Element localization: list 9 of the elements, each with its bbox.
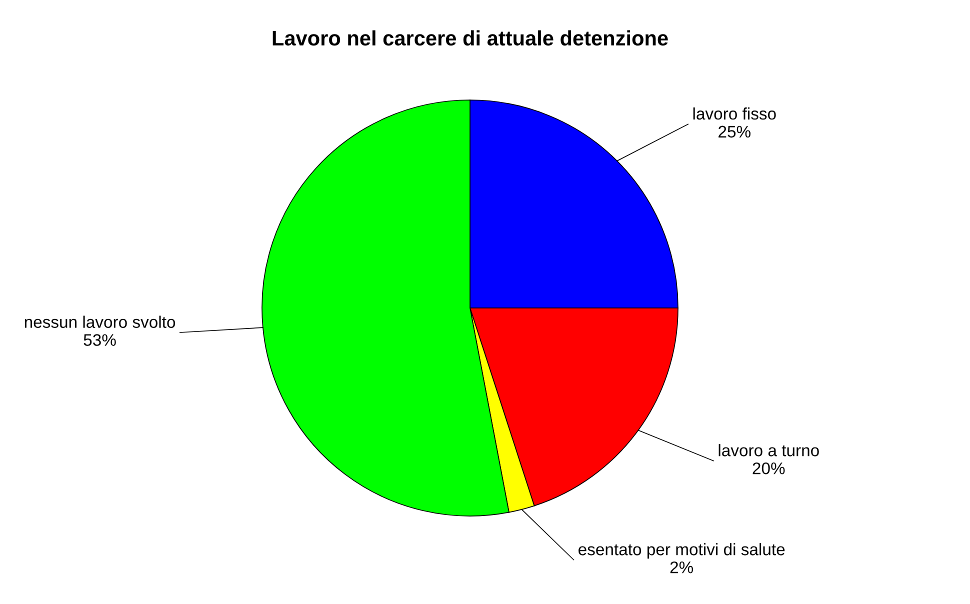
slice-label: esentato per motivi di salute — [578, 543, 785, 559]
slice-label: nessun lavoro svolto — [24, 316, 176, 328]
data-label: 20% — [752, 462, 785, 474]
slice-label: lavoro a turno — [718, 444, 819, 456]
data-label: 53% — [84, 334, 116, 346]
slice-label: lavoro fisso — [693, 107, 776, 120]
data-label: 25% — [718, 126, 750, 138]
chart-title: Lavoro nel carcere di attuale detenzione — [272, 30, 668, 46]
data-label: 2% — [670, 561, 694, 574]
